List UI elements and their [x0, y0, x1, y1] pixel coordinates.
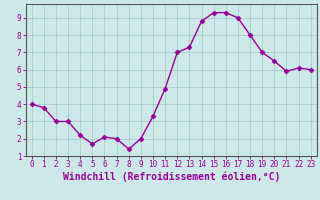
- X-axis label: Windchill (Refroidissement éolien,°C): Windchill (Refroidissement éolien,°C): [62, 172, 280, 182]
